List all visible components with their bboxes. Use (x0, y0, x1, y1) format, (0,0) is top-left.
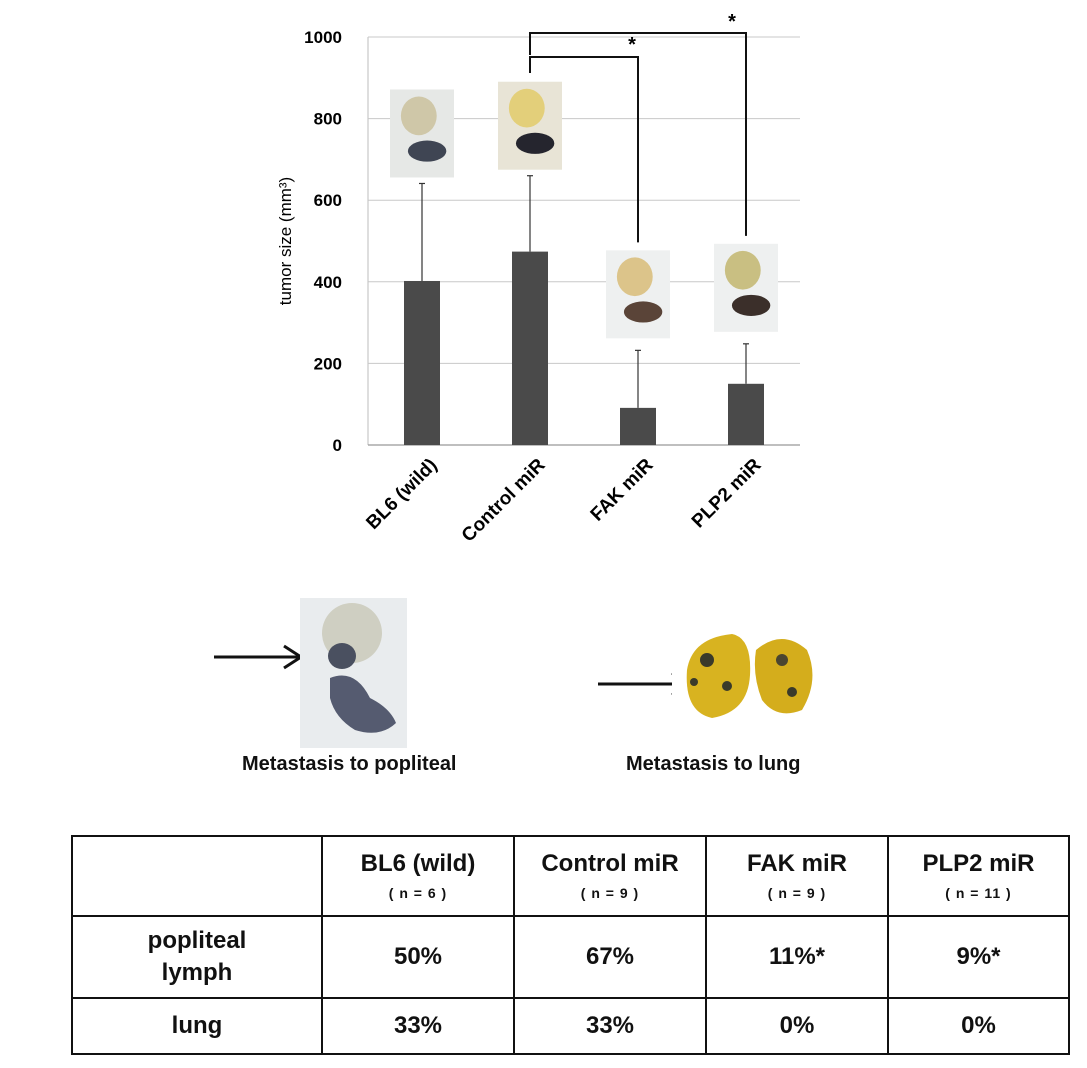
table-cell: 9%* (887, 915, 1070, 999)
bar (728, 383, 764, 445)
tumor-photo-bl6 (390, 89, 454, 178)
table-cell: 67% (513, 915, 707, 999)
group-name: BL6 (wild) (360, 850, 476, 877)
group-n: ( n = 6 ) (388, 885, 448, 901)
table-row: popliteal lymph 50% 67% 11%* 9%* (71, 915, 1070, 999)
x-tick-label: FAK miR (587, 454, 658, 525)
popliteal-caption: Metastasis to popliteal (242, 753, 457, 775)
x-tick-label: Control miR (458, 454, 550, 546)
photo-tumor (400, 96, 437, 136)
row-label-line: popliteal (147, 927, 247, 954)
y-tick-labels: 0 200 400 600 800 1000 (304, 28, 342, 455)
photo-tumor (616, 257, 653, 297)
table-cell: 33% (513, 997, 707, 1055)
group-name: Control miR (541, 850, 679, 877)
table-cell: 33% (321, 997, 515, 1055)
bar (620, 407, 656, 445)
table-header-cell: FAK miR ( n = 9 ) (705, 835, 889, 917)
group-n: ( n = 9 ) (767, 885, 827, 901)
group-n: ( n = 11 ) (945, 885, 1012, 901)
row-label: lung (71, 997, 323, 1055)
metastasis-table: BL6 (wild) ( n = 6 ) Control miR ( n = 9… (71, 835, 1070, 1055)
x-tick-label: PLP2 miR (688, 454, 766, 532)
x-tick-labels: BL6 (wild) Control miR FAK miR PLP2 miR (362, 454, 765, 546)
bar (404, 280, 440, 445)
significance-brackets: ** (529, 11, 747, 243)
photo-limb (731, 294, 771, 316)
photo-tumor (508, 88, 545, 128)
y-tick-label: 200 (314, 354, 342, 373)
y-tick-label: 800 (314, 110, 342, 129)
y-tick-label: 400 (314, 273, 342, 292)
table-cell: 0% (887, 997, 1070, 1055)
table-header-row: BL6 (wild) ( n = 6 ) Control miR ( n = 9… (71, 835, 1070, 917)
tumor-photo-control (498, 81, 562, 170)
significance-bracket (529, 56, 639, 243)
table-header-cell: BL6 (wild) ( n = 6 ) (321, 835, 515, 917)
y-tick-label: 600 (314, 191, 342, 210)
y-tick-label: 1000 (304, 28, 342, 47)
table-cell: 0% (705, 997, 889, 1055)
row-label: popliteal lymph (71, 915, 323, 999)
y-axis-label: tumor size (mm³) (276, 177, 295, 305)
bar-photos (390, 81, 778, 339)
bar (512, 251, 548, 445)
arrow-popliteal-icon (214, 644, 304, 670)
x-tick-label: BL6 (wild) (362, 455, 441, 534)
table-cell: 50% (321, 915, 515, 999)
photo-limb (515, 132, 555, 154)
bars (404, 251, 764, 445)
lung-caption: Metastasis to lung (626, 753, 801, 775)
error-bars (419, 175, 749, 408)
table-corner-cell (71, 835, 323, 917)
photo-limb (623, 301, 663, 323)
table-row: lung 33% 33% 0% 0% (71, 997, 1070, 1055)
photo-tumor (724, 250, 761, 290)
table-cell: 11%* (705, 915, 889, 999)
row-label-line: lymph (161, 959, 233, 986)
significance-star: * (728, 11, 736, 33)
lung-metastasis-photo (672, 620, 826, 728)
popliteal-metastasis-photo (300, 598, 407, 748)
group-name: PLP2 miR (922, 850, 1035, 877)
table-header-cell: Control miR ( n = 9 ) (513, 835, 707, 917)
y-tick-label: 0 (333, 436, 342, 455)
significance-bracket (529, 32, 747, 236)
significance-star: * (628, 34, 636, 56)
photo-limb (407, 140, 447, 162)
group-n: ( n = 9 ) (580, 885, 640, 901)
tumor-photo-fak (606, 250, 670, 339)
row-label-line: lung (171, 1012, 223, 1039)
tumor-photo-plp2 (714, 243, 778, 332)
group-name: FAK miR (746, 850, 847, 877)
table-header-cell: PLP2 miR ( n = 11 ) (887, 835, 1070, 917)
